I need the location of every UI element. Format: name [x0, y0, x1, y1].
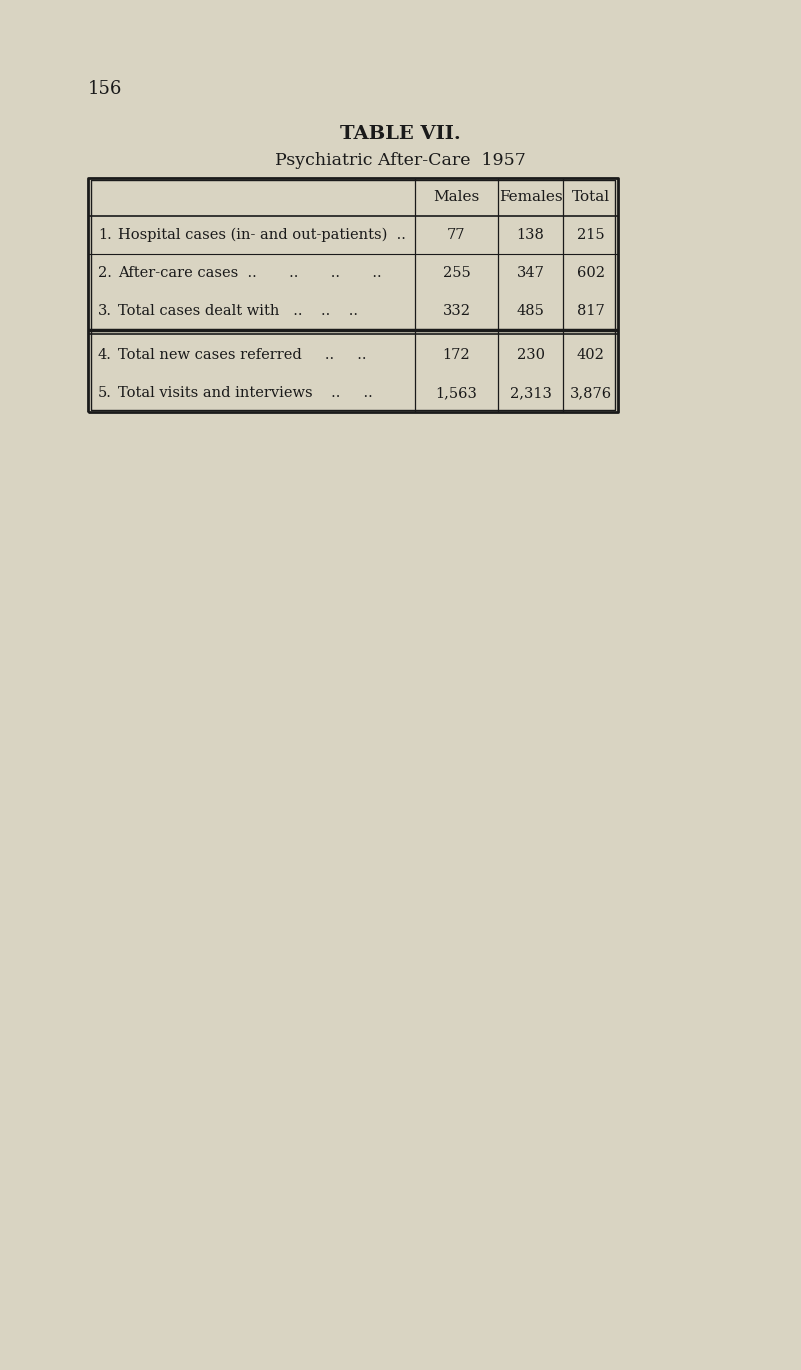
Text: 3.: 3.: [98, 304, 112, 318]
Text: 2,313: 2,313: [509, 386, 551, 400]
Text: 215: 215: [577, 227, 604, 242]
Text: 4.: 4.: [98, 348, 112, 362]
Text: 602: 602: [577, 266, 605, 279]
Text: 485: 485: [517, 304, 545, 318]
Text: 402: 402: [577, 348, 605, 362]
Text: Total new cases referred     ..     ..: Total new cases referred .. ..: [118, 348, 367, 362]
Text: Total: Total: [571, 190, 610, 204]
Text: 230: 230: [517, 348, 545, 362]
Text: 3,876: 3,876: [570, 386, 611, 400]
Text: 347: 347: [517, 266, 545, 279]
Text: 156: 156: [88, 79, 123, 99]
Text: 77: 77: [447, 227, 465, 242]
Text: 2.: 2.: [98, 266, 112, 279]
Text: Total cases dealt with   ..    ..    ..: Total cases dealt with .. .. ..: [118, 304, 358, 318]
Text: 1,563: 1,563: [436, 386, 477, 400]
Text: 138: 138: [517, 227, 545, 242]
Text: 5.: 5.: [98, 386, 112, 400]
Text: Males: Males: [433, 190, 480, 204]
Text: 1.: 1.: [98, 227, 112, 242]
Text: After-care cases  ..       ..       ..       ..: After-care cases .. .. .. ..: [118, 266, 381, 279]
Text: Total visits and interviews    ..     ..: Total visits and interviews .. ..: [118, 386, 372, 400]
Text: 172: 172: [443, 348, 470, 362]
Text: 817: 817: [577, 304, 605, 318]
Text: 255: 255: [443, 266, 470, 279]
Text: Hospital cases (in- and out-patients)  ..: Hospital cases (in- and out-patients) ..: [118, 227, 406, 242]
Text: 332: 332: [442, 304, 470, 318]
Text: Females: Females: [499, 190, 562, 204]
Text: Psychiatric After-Care  1957: Psychiatric After-Care 1957: [275, 152, 525, 169]
Text: TABLE VII.: TABLE VII.: [340, 125, 461, 142]
